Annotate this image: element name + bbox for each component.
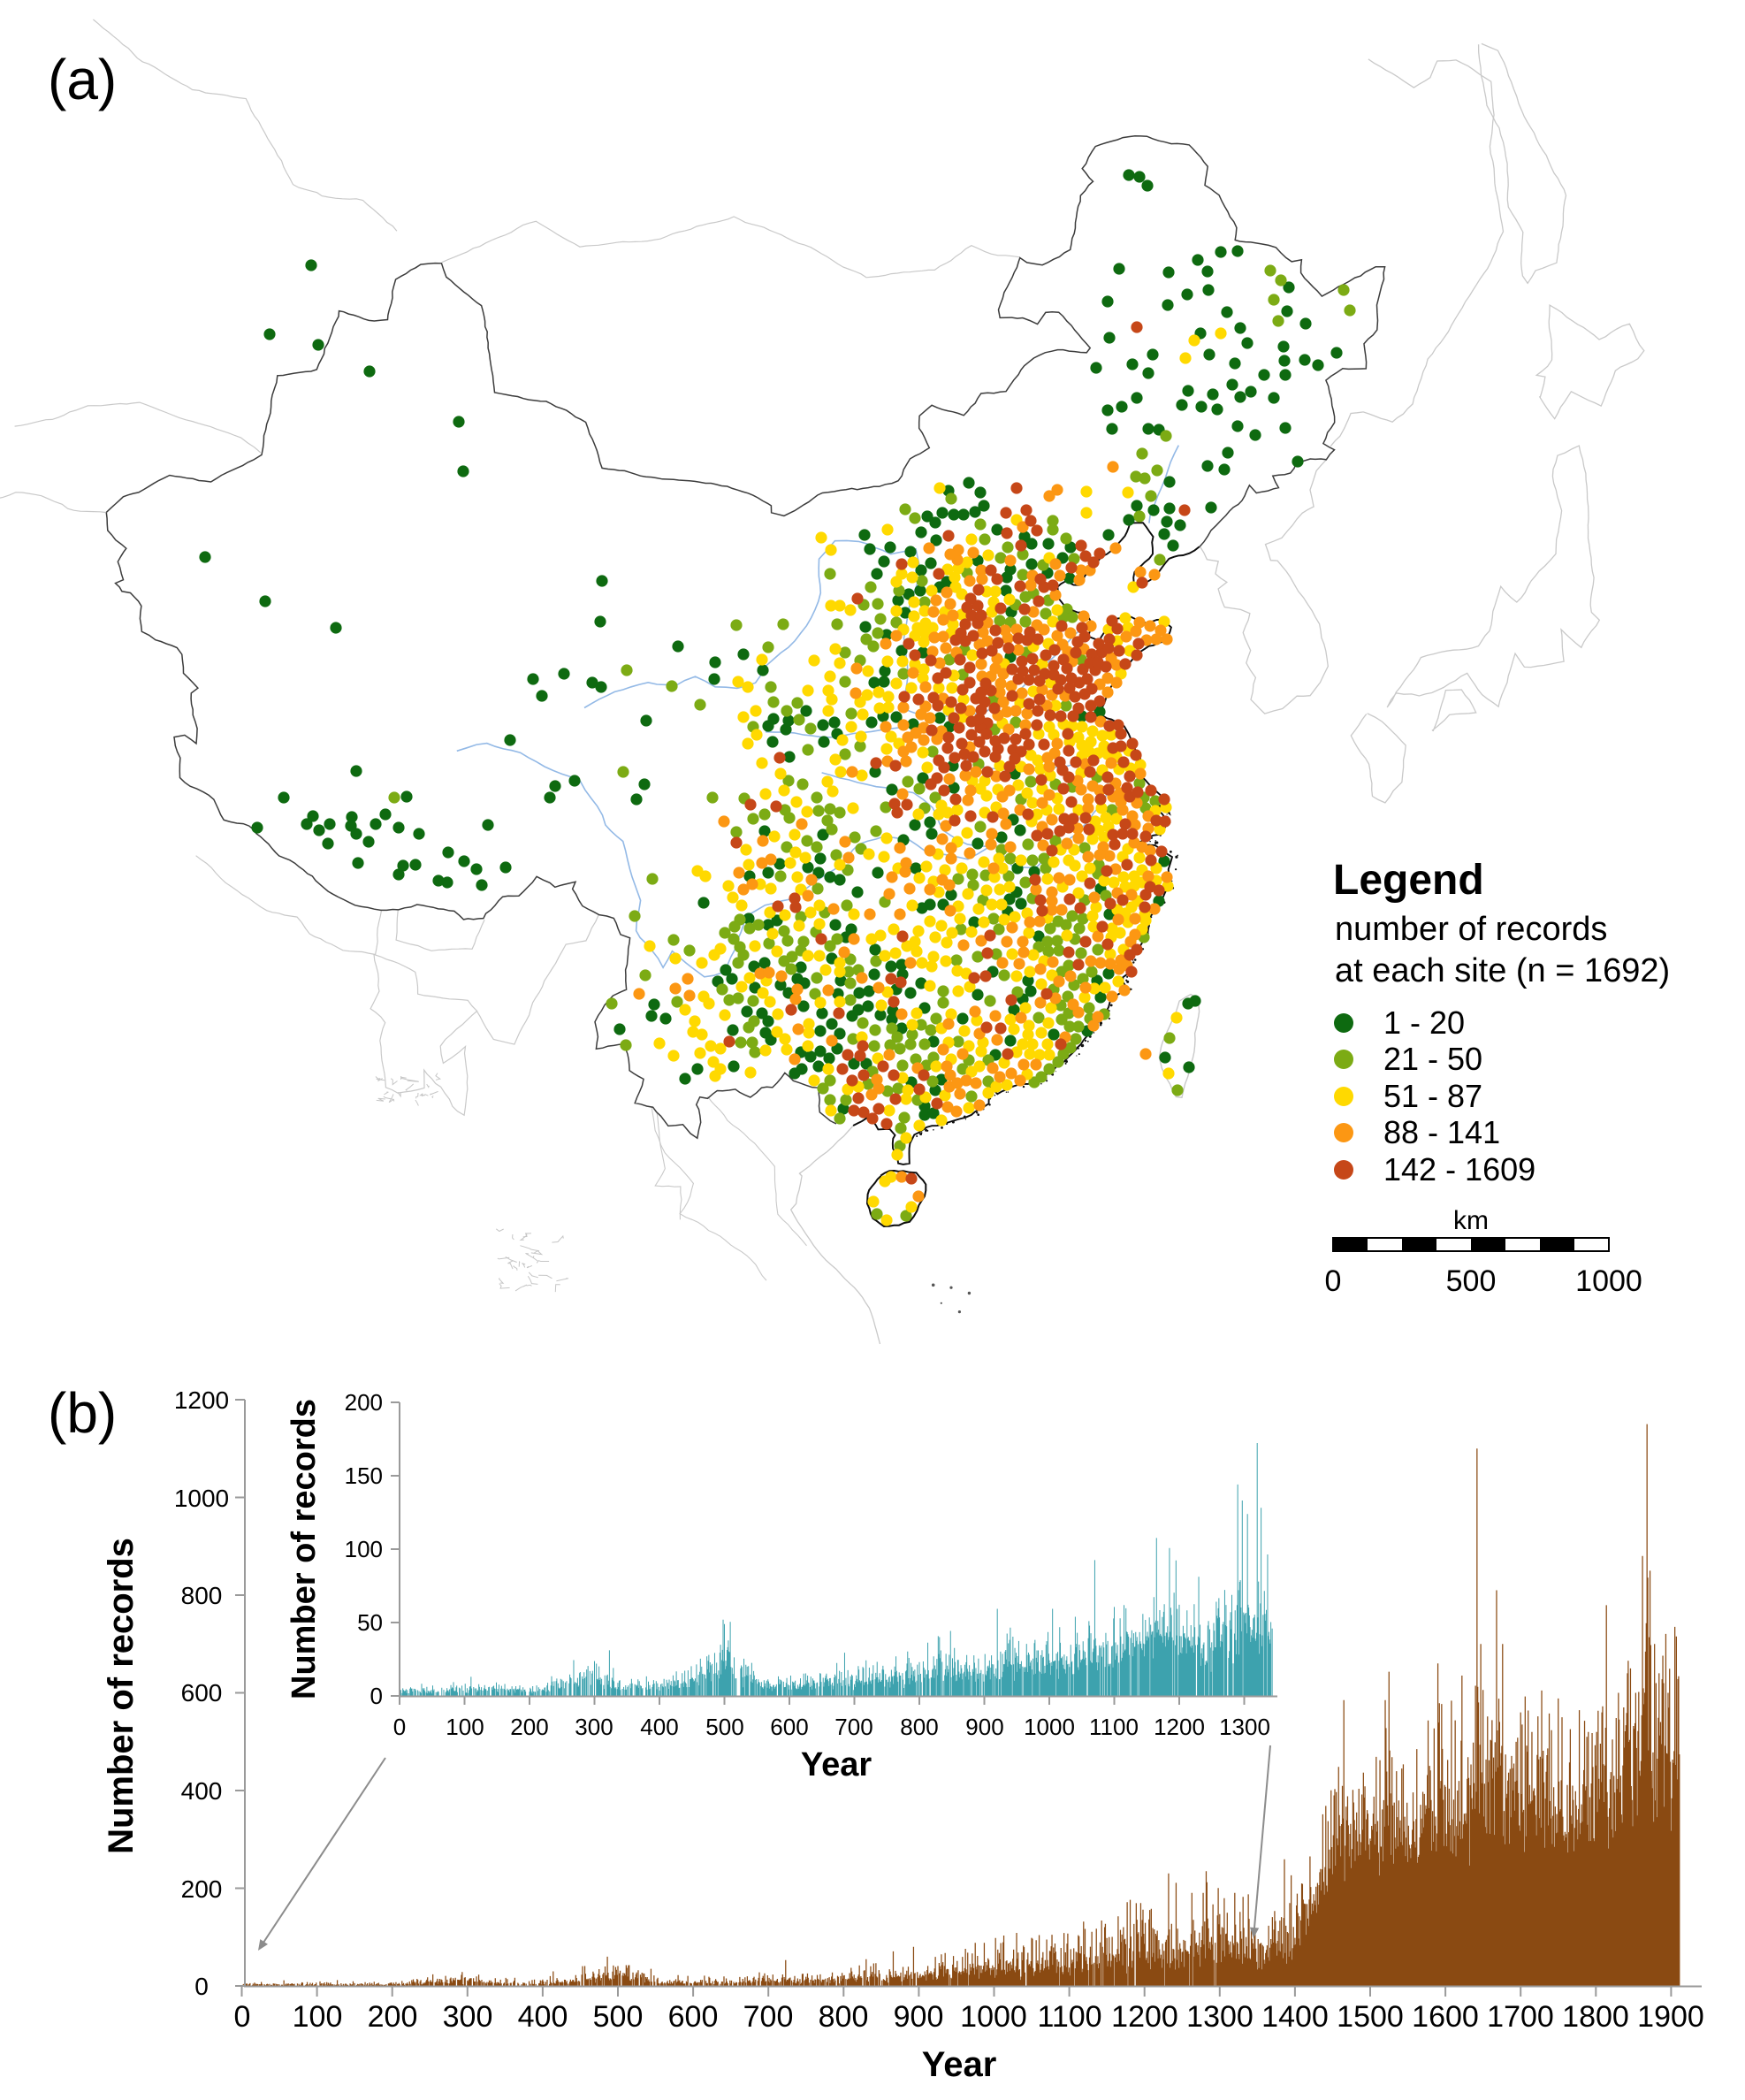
svg-text:Year: Year: [801, 1746, 872, 1783]
svg-text:1300: 1300: [1186, 2000, 1254, 2034]
svg-text:400: 400: [518, 2000, 568, 2034]
svg-text:88 - 141: 88 - 141: [1383, 1114, 1500, 1150]
svg-text:1000: 1000: [960, 2000, 1027, 2034]
svg-text:200: 200: [510, 1714, 548, 1740]
svg-text:0: 0: [370, 1683, 383, 1709]
svg-text:Number of records: Number of records: [102, 1538, 141, 1854]
svg-text:Number of records: Number of records: [286, 1399, 323, 1699]
svg-text:1000: 1000: [1575, 1264, 1642, 1298]
svg-text:1400: 1400: [1261, 2000, 1329, 2034]
svg-text:142 - 1609: 142 - 1609: [1383, 1151, 1535, 1187]
svg-text:1000: 1000: [174, 1485, 229, 1512]
svg-text:400: 400: [181, 1777, 223, 1805]
svg-text:300: 300: [575, 1714, 613, 1740]
svg-text:51 - 87: 51 - 87: [1383, 1078, 1482, 1114]
svg-text:700: 700: [834, 1714, 872, 1740]
svg-text:1500: 1500: [1337, 2000, 1404, 2034]
svg-text:0: 0: [194, 1973, 209, 2000]
svg-text:Year: Year: [922, 2045, 997, 2084]
svg-text:600: 600: [668, 2000, 719, 2034]
svg-text:1600: 1600: [1412, 2000, 1479, 2034]
svg-text:0: 0: [1325, 1264, 1342, 1298]
svg-text:1000: 1000: [1024, 1714, 1075, 1740]
svg-text:100: 100: [446, 1714, 484, 1740]
svg-text:800: 800: [181, 1582, 223, 1609]
svg-text:1200: 1200: [1111, 2000, 1178, 2034]
svg-text:(b): (b): [48, 1381, 117, 1445]
svg-text:150: 150: [345, 1462, 383, 1489]
svg-text:500: 500: [705, 1714, 743, 1740]
svg-text:0: 0: [234, 2000, 251, 2034]
svg-text:1800: 1800: [1562, 2000, 1629, 2034]
svg-text:0: 0: [393, 1714, 406, 1740]
svg-text:900: 900: [894, 2000, 944, 2034]
svg-text:900: 900: [965, 1714, 1003, 1740]
svg-text:Legend: Legend: [1333, 857, 1484, 904]
svg-text:600: 600: [770, 1714, 808, 1740]
svg-text:1100: 1100: [1089, 1714, 1139, 1740]
svg-text:1300: 1300: [1219, 1714, 1270, 1740]
svg-text:200: 200: [345, 1389, 383, 1416]
svg-text:100: 100: [345, 1536, 383, 1562]
svg-text:500: 500: [1446, 1264, 1497, 1298]
svg-text:km: km: [1453, 1206, 1489, 1235]
svg-text:21 - 50: 21 - 50: [1383, 1041, 1482, 1077]
svg-text:1200: 1200: [1154, 1714, 1205, 1740]
svg-text:100: 100: [293, 2000, 343, 2034]
svg-text:at each site (n = 1692): at each site (n = 1692): [1335, 952, 1670, 989]
svg-text:300: 300: [443, 2000, 493, 2034]
svg-text:1100: 1100: [1037, 2000, 1101, 2034]
svg-text:(a): (a): [48, 48, 117, 111]
svg-text:600: 600: [181, 1679, 223, 1707]
svg-text:1200: 1200: [174, 1386, 229, 1414]
svg-text:1 - 20: 1 - 20: [1383, 1004, 1465, 1041]
svg-text:number of records: number of records: [1335, 911, 1607, 948]
svg-text:50: 50: [357, 1609, 383, 1636]
svg-text:400: 400: [640, 1714, 678, 1740]
svg-text:200: 200: [181, 1875, 223, 1903]
svg-text:1900: 1900: [1637, 2000, 1704, 2034]
svg-text:800: 800: [819, 2000, 869, 2034]
svg-text:500: 500: [593, 2000, 644, 2034]
svg-text:1700: 1700: [1487, 2000, 1554, 2034]
svg-text:700: 700: [743, 2000, 794, 2034]
svg-text:200: 200: [368, 2000, 418, 2034]
svg-text:800: 800: [900, 1714, 938, 1740]
